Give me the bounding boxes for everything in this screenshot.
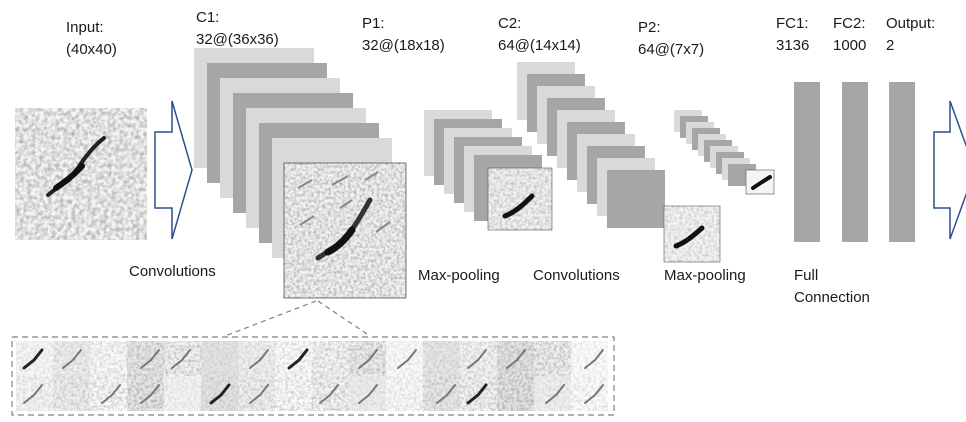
feature-map-tile [90, 376, 127, 411]
output-arrow-icon [933, 100, 966, 240]
label-c2: C2: 64@(14x14) [498, 13, 581, 57]
input-image [15, 108, 147, 240]
feature-map-tile [571, 376, 608, 411]
label-p2: P2: 64@(7x7) [638, 17, 704, 61]
label-c1-size: 32@(36x36) [196, 31, 279, 48]
feature-map-tile [238, 341, 275, 376]
zoom-connector-left [224, 300, 317, 337]
label-p1-size: 32@(18x18) [362, 37, 445, 54]
label-input-size: (40x40) [66, 41, 117, 58]
feature-map-tile [386, 376, 423, 411]
label-p2-name: P2: [638, 19, 661, 36]
feature-map-tile [534, 376, 571, 411]
arrow-icon [154, 100, 193, 240]
feature-map-tile [275, 341, 312, 376]
feature-map-tile [349, 376, 386, 411]
label-p1: P1: 32@(18x18) [362, 13, 445, 57]
label-output-name: Output: [886, 15, 936, 32]
label-c2-name: C2: [498, 15, 522, 32]
feature-map-tile [312, 341, 349, 376]
label-fc2-name: FC2: [833, 15, 866, 32]
feature-map-tile [201, 341, 238, 376]
c2-feature-map-front [663, 205, 721, 263]
label-convolutions-1: Convolutions [129, 263, 216, 280]
zoom-connector-right [317, 300, 371, 337]
label-fc1-name: FC1: [776, 15, 809, 32]
label-convolutions-2: Convolutions [533, 267, 620, 284]
feature-map-tile [497, 376, 534, 411]
feature-map-tile [164, 341, 201, 376]
label-output-size: 2 [886, 37, 895, 54]
feature-map-tile [127, 376, 164, 411]
label-full-connection-line2: Connection [794, 289, 870, 306]
label-c1: C1: 32@(36x36) [196, 7, 279, 51]
c2-feature-map-stack [517, 62, 665, 228]
feature-map-tile [423, 376, 460, 411]
label-output: Output: 2 [886, 13, 935, 57]
feature-map-tile [349, 341, 386, 376]
label-p1-name: P1: [362, 15, 385, 32]
label-p2-size: 64@(7x7) [638, 41, 705, 58]
feature-map-tile [312, 376, 349, 411]
feature-map-gallery [11, 336, 615, 416]
label-fc1-size: 3136 [776, 37, 810, 54]
label-input: Input: (40x40) [66, 17, 117, 61]
feature-map-tile [238, 376, 275, 411]
feature-map-tile [16, 341, 53, 376]
label-fc2-size: 1000 [833, 37, 867, 54]
label-fc2: FC2: 1000 [833, 13, 866, 57]
p1-feature-map-front [487, 167, 553, 231]
p2-feature-map-front [745, 169, 775, 195]
label-c1-name: C1: [196, 9, 220, 26]
label-max-pooling-2: Max-pooling [664, 267, 746, 284]
fc1-bar [794, 82, 820, 242]
feature-map-tile [497, 341, 534, 376]
label-full-connection-line1: Full [794, 267, 819, 284]
feature-map-tile [460, 341, 497, 376]
label-fc1: FC1: 3136 [776, 13, 809, 57]
feature-map-tile [90, 341, 127, 376]
feature-map-tile [386, 341, 423, 376]
feature-map-tile [16, 376, 53, 411]
feature-map-tile [534, 341, 571, 376]
feature-map-tile [53, 341, 90, 376]
feature-map-tile [571, 341, 608, 376]
feature-map-tile [460, 376, 497, 411]
label-max-pooling-1: Max-pooling [418, 267, 500, 284]
label-input-name: Input: [66, 19, 104, 36]
feature-map-tile [53, 376, 90, 411]
feature-map-tiles [16, 341, 608, 411]
feature-map-tile [164, 376, 201, 411]
feature-map-tile [423, 341, 460, 376]
fc2-bar [842, 82, 868, 242]
feature-map-tile [201, 376, 238, 411]
feature-map-tile [275, 376, 312, 411]
label-c2-size: 64@(14x14) [498, 37, 581, 54]
p2-feature-map-stack [674, 110, 756, 186]
c1-feature-map-front [283, 162, 407, 299]
feature-map-tile [127, 341, 164, 376]
label-full-connection: Full Connection [794, 265, 870, 309]
output-bar [889, 82, 915, 242]
